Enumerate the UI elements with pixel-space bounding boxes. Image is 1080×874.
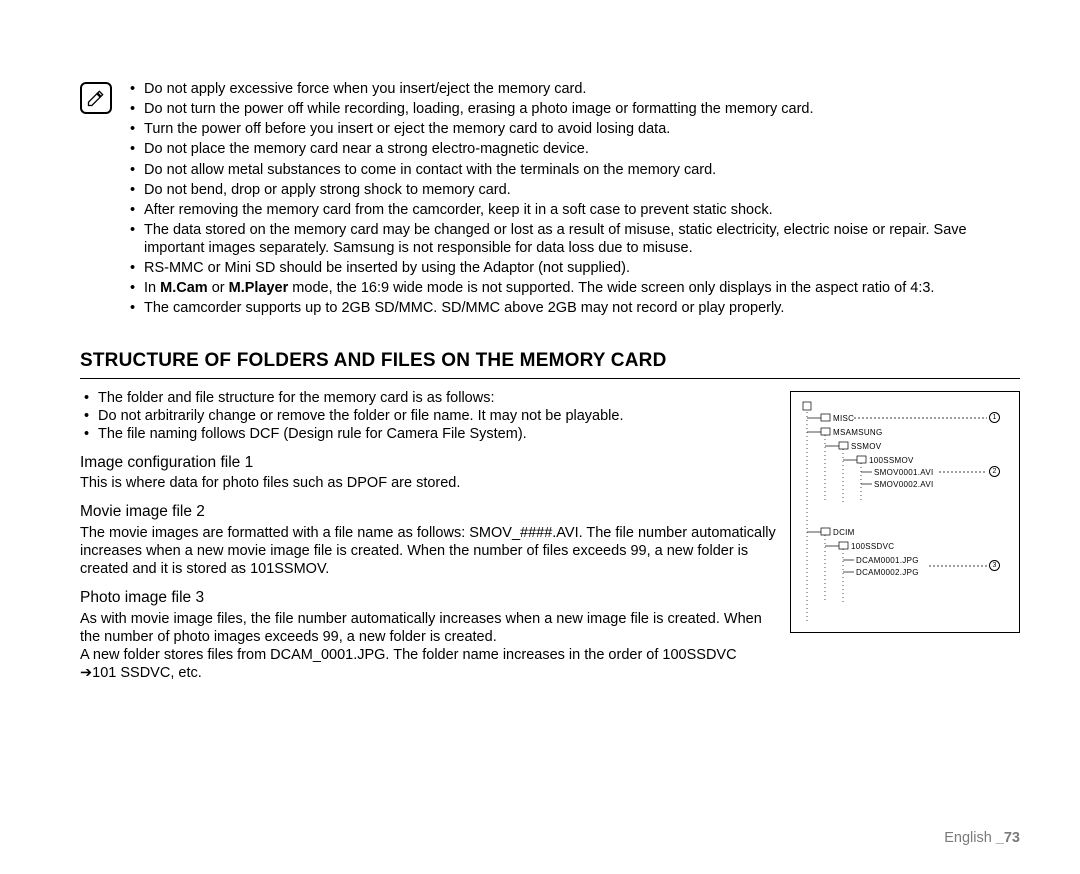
tree-label: MISC — [833, 413, 854, 424]
content-row: The folder and file structure for the me… — [80, 389, 1020, 687]
tree-label: SMOV0002.AVI — [874, 479, 933, 490]
note-block: Do not apply excessive force when you in… — [80, 80, 1020, 320]
callout-circle-icon: 1 — [989, 412, 1000, 423]
note-item: Do not bend, drop or apply strong shock … — [126, 181, 1020, 199]
note-item: Do not place the memory card near a stro… — [126, 140, 1020, 158]
note-item: Do not turn the power off while recordin… — [126, 100, 1020, 118]
note-item: The camcorder supports up to 2GB SD/MMC.… — [126, 299, 1020, 317]
intro-list: The folder and file structure for the me… — [80, 389, 776, 443]
note-list: Do not apply excessive force when you in… — [126, 80, 1020, 320]
note-item: Turn the power off before you insert or … — [126, 120, 1020, 138]
tree-label: MSAMSUNG — [833, 427, 883, 438]
intro-item: Do not arbitrarily change or remove the … — [80, 407, 776, 425]
callout-circle-icon: 3 — [989, 560, 1000, 571]
tree-label: DCAM0001.JPG — [856, 555, 919, 566]
intro-item: The file naming follows DCF (Design rule… — [80, 425, 776, 443]
tree-label: SMOV0001.AVI — [874, 467, 933, 478]
note-item: Do not allow metal substances to come in… — [126, 161, 1020, 179]
tree-label: 100SSMOV — [869, 455, 914, 466]
tree-label: SSMOV — [851, 441, 881, 452]
note-item: Do not apply excessive force when you in… — [126, 80, 1020, 98]
subhead-movie: Movie image file 2 — [80, 502, 776, 521]
note-item: The data stored on the memory card may b… — [126, 221, 1020, 257]
section-title: STRUCTURE OF FOLDERS AND FILES ON THE ME… — [80, 350, 1020, 374]
tree-label: 100SSDVC — [851, 541, 894, 552]
subhead-photo: Photo image file 3 — [80, 588, 776, 607]
note-item: After removing the memory card from the … — [126, 201, 1020, 219]
pencil-note-icon — [80, 82, 112, 114]
para: This is where data for photo files such … — [80, 474, 776, 492]
footer-language: English — [944, 830, 996, 846]
tree-label: DCIM — [833, 527, 855, 538]
page: Do not apply excessive force when you in… — [0, 0, 1080, 874]
note-item: In M.Cam or M.Player mode, the 16:9 wide… — [126, 279, 1020, 297]
text-column: The folder and file structure for the me… — [80, 389, 790, 687]
intro-item: The folder and file structure for the me… — [80, 389, 776, 407]
folder-diagram: MISC MSAMSUNG SSMOV 100SSMOV SMOV0001.AV… — [790, 391, 1020, 633]
para: As with movie image files, the file numb… — [80, 610, 776, 683]
page-footer: English _73 — [944, 830, 1020, 846]
note-item: RS-MMC or Mini SD should be inserted by … — [126, 259, 1020, 277]
callout-circle-icon: 2 — [989, 466, 1000, 477]
footer-page-number: _73 — [996, 830, 1020, 846]
section-rule — [80, 378, 1020, 379]
subhead-image-config: Image configuration file 1 — [80, 453, 776, 472]
para: The movie images are formatted with a fi… — [80, 524, 776, 578]
tree-label: DCAM0002.JPG — [856, 567, 919, 578]
